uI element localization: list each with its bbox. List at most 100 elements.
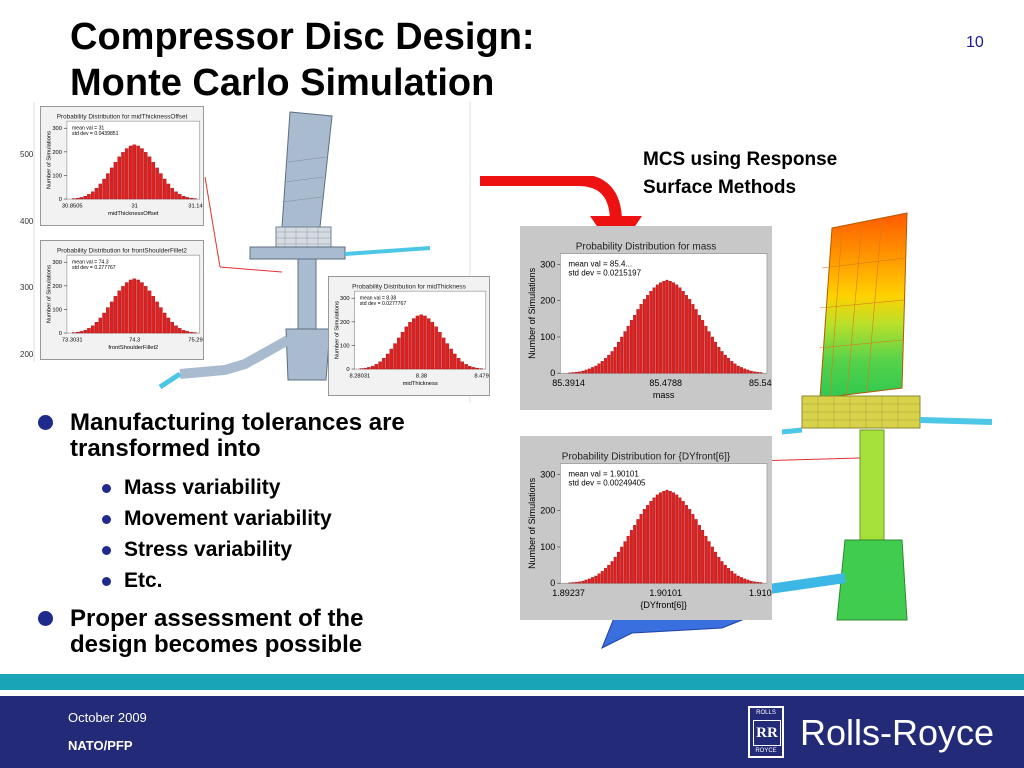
slide-title: Compressor Disc Design: Monte Carlo Simu… <box>70 14 535 106</box>
histogram-bar <box>707 541 711 584</box>
histogram-bar <box>610 561 614 584</box>
histogram-bar <box>109 301 114 334</box>
sub-bullet-dot-icon <box>102 515 111 524</box>
histogram-bar <box>151 296 156 334</box>
histogram-bar <box>616 551 620 584</box>
histogram-bar <box>581 370 585 374</box>
y-tick-label: 300 <box>540 469 555 479</box>
histogram-bar <box>468 366 472 370</box>
y-tick-label: 0 <box>59 197 62 203</box>
bullet-dot-icon <box>38 611 53 626</box>
axis-tick-200: 200 <box>20 350 34 359</box>
annotation-mean: mean val = 74.3 <box>72 259 109 265</box>
histogram-bar <box>140 148 144 200</box>
histogram-bar <box>681 291 685 374</box>
y-tick-label: 100 <box>52 307 62 313</box>
annotation-mean: mean val = 8.38 <box>360 295 397 301</box>
x-tick-label: 85.3914 <box>552 378 585 388</box>
histogram-bar <box>125 282 129 334</box>
histogram-bar <box>438 332 442 370</box>
histogram-bar <box>382 358 386 370</box>
x-tick-label: 8.4796 <box>474 373 489 379</box>
y-tick-label: 100 <box>540 542 555 552</box>
contour-bore <box>836 539 908 621</box>
histogram-bar <box>714 551 718 584</box>
histogram-bar <box>408 322 412 370</box>
histogram-bar <box>636 519 640 584</box>
histogram-bar <box>633 525 637 584</box>
sub-bullet-text: Stress variability <box>124 538 293 561</box>
histogram-bar <box>710 336 714 374</box>
x-tick-label: 30.8505 <box>62 203 83 209</box>
sub-bullet-list: Mass variability Movement variability St… <box>38 472 478 596</box>
histogram-bar <box>91 191 95 200</box>
histogram-bar <box>128 145 133 200</box>
histogram-bar <box>756 371 760 374</box>
histogram-bar <box>668 490 672 584</box>
histogram-bar <box>397 337 401 370</box>
x-tick-label: 8.28031 <box>349 373 370 379</box>
bullet-line: transformed into <box>70 435 261 462</box>
histogram-bar <box>626 325 630 374</box>
annotation-std: std dev = 0.0277767 <box>360 301 407 307</box>
histogram-bar <box>75 331 80 334</box>
sub-bullet-dot-icon <box>102 546 111 555</box>
y-tick-label: 0 <box>346 367 349 373</box>
histogram-bar <box>578 371 582 374</box>
histogram-bar <box>730 571 734 584</box>
histogram-bar <box>594 365 598 374</box>
histogram-bar <box>710 546 714 584</box>
histogram-bar <box>743 368 747 374</box>
histogram-bar <box>94 322 99 334</box>
y-tick-label: 300 <box>540 259 555 269</box>
histogram-bar <box>649 291 653 374</box>
histogram-bar <box>143 152 148 200</box>
annotation-mean: mean val = 1.90101 <box>568 470 639 479</box>
histogram-bar <box>430 322 435 370</box>
histogram-bar <box>389 348 394 370</box>
histogram-bar <box>633 315 637 374</box>
histogram-bar <box>445 343 450 370</box>
histogram-bar <box>574 371 578 374</box>
histogram-bar <box>727 358 731 374</box>
histogram-bar <box>404 326 408 370</box>
histogram-bar <box>423 315 427 370</box>
annotation-std: std dev = 0.277767 <box>72 265 116 271</box>
histogram-bar <box>620 336 624 374</box>
histogram-bar <box>79 197 84 200</box>
histogram-bar <box>75 197 80 200</box>
histogram-bar <box>613 346 617 374</box>
histogram-bar <box>132 144 137 200</box>
footer-stripe <box>0 674 1024 690</box>
histogram-bar <box>740 577 743 584</box>
histogram-bar <box>600 361 604 374</box>
x-tick-label: 74.3 <box>129 337 140 343</box>
histogram-bar <box>694 519 698 584</box>
histogram-bar <box>584 579 588 584</box>
histogram-bar <box>626 535 630 584</box>
sub-bullet-item: Stress variability <box>38 534 478 565</box>
histogram-bar <box>607 354 611 374</box>
histogram-bar <box>727 568 731 584</box>
y-tick-label: 100 <box>340 343 350 349</box>
sub-bullet-dot-icon <box>102 577 111 586</box>
histogram-bar <box>147 290 152 334</box>
histogram-bar <box>733 363 737 374</box>
histogram-bar <box>604 568 607 584</box>
histogram-bar <box>170 188 174 200</box>
y-tick-label: 200 <box>540 296 555 306</box>
histogram-bar <box>189 197 193 200</box>
y-tick-label: 200 <box>340 320 350 326</box>
x-axis-label: frontShoulderFillet2 <box>108 345 158 351</box>
annotation-mean: mean val = 31 <box>72 125 104 131</box>
histogram-bar <box>743 578 747 584</box>
sub-bullet-text: Mass variability <box>124 476 281 499</box>
histogram-bar <box>675 494 679 584</box>
histogram-bar <box>128 279 133 334</box>
histogram-bar <box>587 578 591 584</box>
rolls-royce-badge-logo: ROLLS RR ROYCE <box>748 706 784 758</box>
histogram-bar <box>604 358 607 374</box>
histogram-bar <box>665 279 669 374</box>
histogram-bar <box>655 494 659 584</box>
histogram-bar <box>613 556 617 584</box>
